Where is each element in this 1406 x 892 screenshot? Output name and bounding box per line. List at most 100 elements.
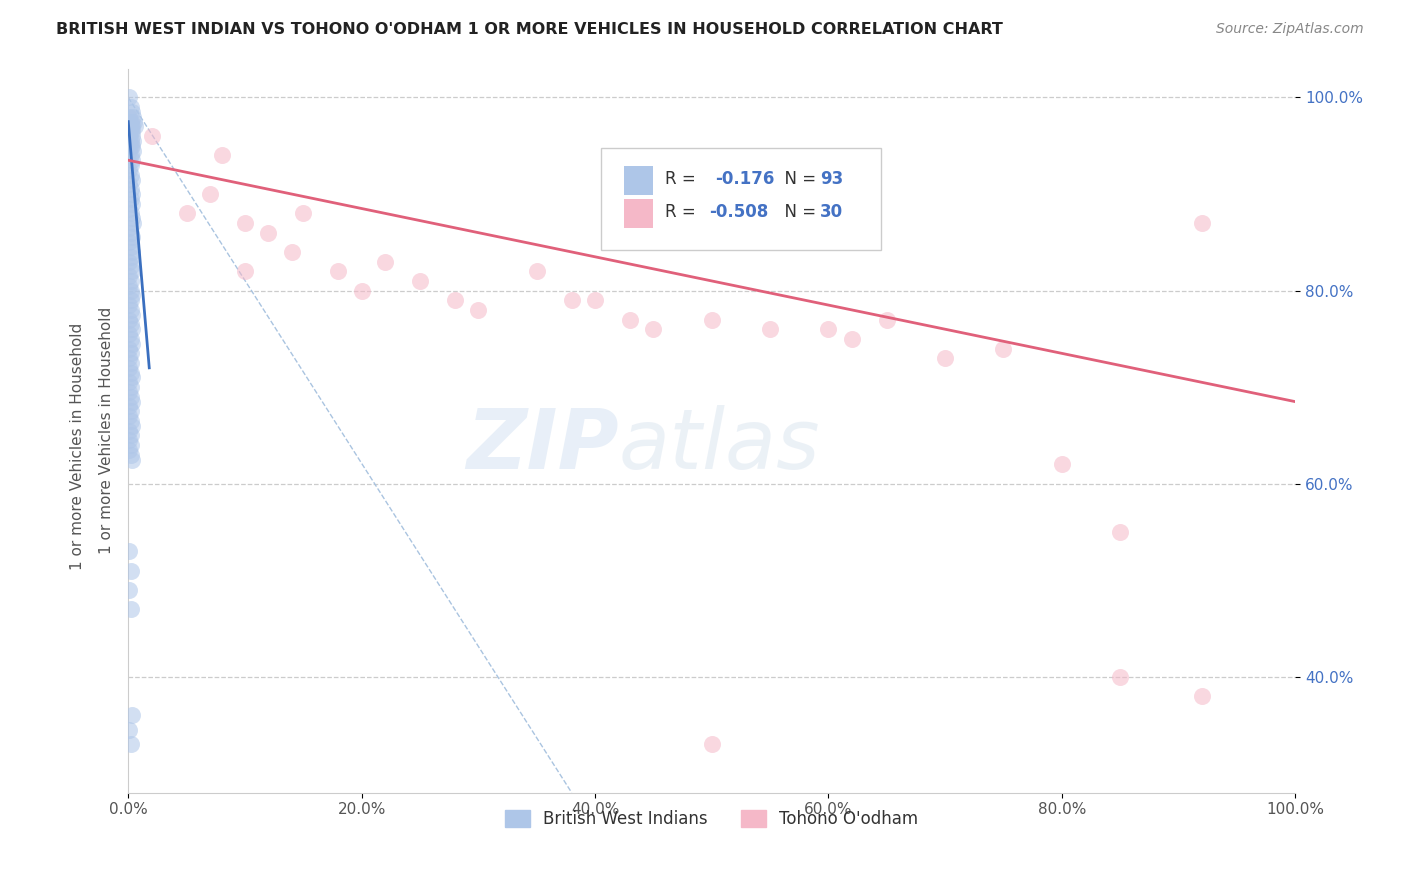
Point <box>233 216 256 230</box>
Point <box>118 202 141 216</box>
Point <box>118 278 141 293</box>
Point <box>120 448 142 462</box>
Point <box>118 110 141 124</box>
Point <box>121 394 143 409</box>
Point <box>121 336 143 351</box>
Point <box>120 404 142 418</box>
Point <box>121 120 143 134</box>
Point <box>118 162 141 177</box>
Point <box>233 264 256 278</box>
Point <box>121 196 143 211</box>
Point <box>118 384 141 399</box>
Point <box>118 144 141 158</box>
Point <box>934 351 956 366</box>
Point <box>120 240 142 254</box>
Point <box>120 390 142 404</box>
Point <box>118 178 141 192</box>
Point <box>121 172 143 186</box>
Point <box>120 366 142 380</box>
Point <box>118 544 141 558</box>
Point <box>526 264 548 278</box>
Point <box>121 230 143 244</box>
Point <box>120 380 142 394</box>
Text: N =: N = <box>773 202 821 221</box>
Point <box>350 284 373 298</box>
Point <box>121 124 143 138</box>
Point <box>1109 524 1132 539</box>
FancyBboxPatch shape <box>624 166 654 195</box>
Point <box>211 148 233 162</box>
Point <box>118 342 141 356</box>
Text: 30: 30 <box>820 202 844 221</box>
Point <box>257 226 280 240</box>
Point <box>118 298 141 312</box>
Text: 1 or more Vehicles in Household: 1 or more Vehicles in Household <box>70 322 84 570</box>
Point <box>120 274 142 288</box>
Point <box>118 235 141 250</box>
Point <box>120 564 142 578</box>
Y-axis label: 1 or more Vehicles in Household: 1 or more Vehicles in Household <box>100 307 114 554</box>
Point <box>120 356 142 370</box>
Point <box>120 158 142 172</box>
Point <box>118 129 141 144</box>
Point <box>122 144 145 158</box>
Point <box>118 400 141 414</box>
Point <box>121 452 143 467</box>
Point <box>118 723 141 737</box>
Point <box>118 254 141 268</box>
Point <box>120 293 142 308</box>
Point <box>561 293 583 308</box>
Point <box>121 153 143 168</box>
Point <box>118 409 141 423</box>
Point <box>121 187 143 202</box>
Point <box>124 120 146 134</box>
Point <box>583 293 606 308</box>
Point <box>120 182 142 196</box>
Point <box>121 129 143 144</box>
FancyBboxPatch shape <box>600 148 882 250</box>
Point <box>121 370 143 384</box>
Text: R =: R = <box>665 202 702 221</box>
Point <box>374 254 396 268</box>
Point <box>120 332 142 346</box>
FancyBboxPatch shape <box>624 199 654 227</box>
Point <box>328 264 350 278</box>
Point <box>118 326 141 341</box>
Point <box>118 424 141 438</box>
Point <box>1191 216 1213 230</box>
Point <box>1109 670 1132 684</box>
Point <box>876 312 898 326</box>
Point <box>409 274 432 288</box>
Point <box>118 434 141 448</box>
Point <box>993 342 1015 356</box>
Point <box>444 293 467 308</box>
Point <box>120 414 142 428</box>
Legend: British West Indians, Tohono O'odham: British West Indians, Tohono O'odham <box>498 804 925 835</box>
Point <box>122 110 145 124</box>
Point <box>120 192 142 206</box>
Point <box>120 302 142 317</box>
Point <box>120 318 142 332</box>
Point <box>619 312 641 326</box>
Text: 93: 93 <box>820 170 844 188</box>
Point <box>121 418 143 433</box>
Point <box>118 134 141 148</box>
Text: BRITISH WEST INDIAN VS TOHONO O'ODHAM 1 OR MORE VEHICLES IN HOUSEHOLD CORRELATIO: BRITISH WEST INDIAN VS TOHONO O'ODHAM 1 … <box>56 22 1002 37</box>
Point <box>292 206 315 220</box>
Point <box>118 220 141 235</box>
Point <box>120 120 142 134</box>
Point <box>120 250 142 264</box>
Text: Source: ZipAtlas.com: Source: ZipAtlas.com <box>1216 22 1364 37</box>
Point <box>121 308 143 322</box>
Point <box>118 312 141 326</box>
Point <box>700 738 723 752</box>
Point <box>643 322 665 336</box>
Text: ZIP: ZIP <box>465 405 619 485</box>
Point <box>122 114 145 128</box>
Point <box>118 582 141 597</box>
Point <box>120 114 142 128</box>
Point <box>120 100 142 114</box>
Point <box>121 708 143 723</box>
Point <box>121 105 143 120</box>
Point <box>122 134 145 148</box>
